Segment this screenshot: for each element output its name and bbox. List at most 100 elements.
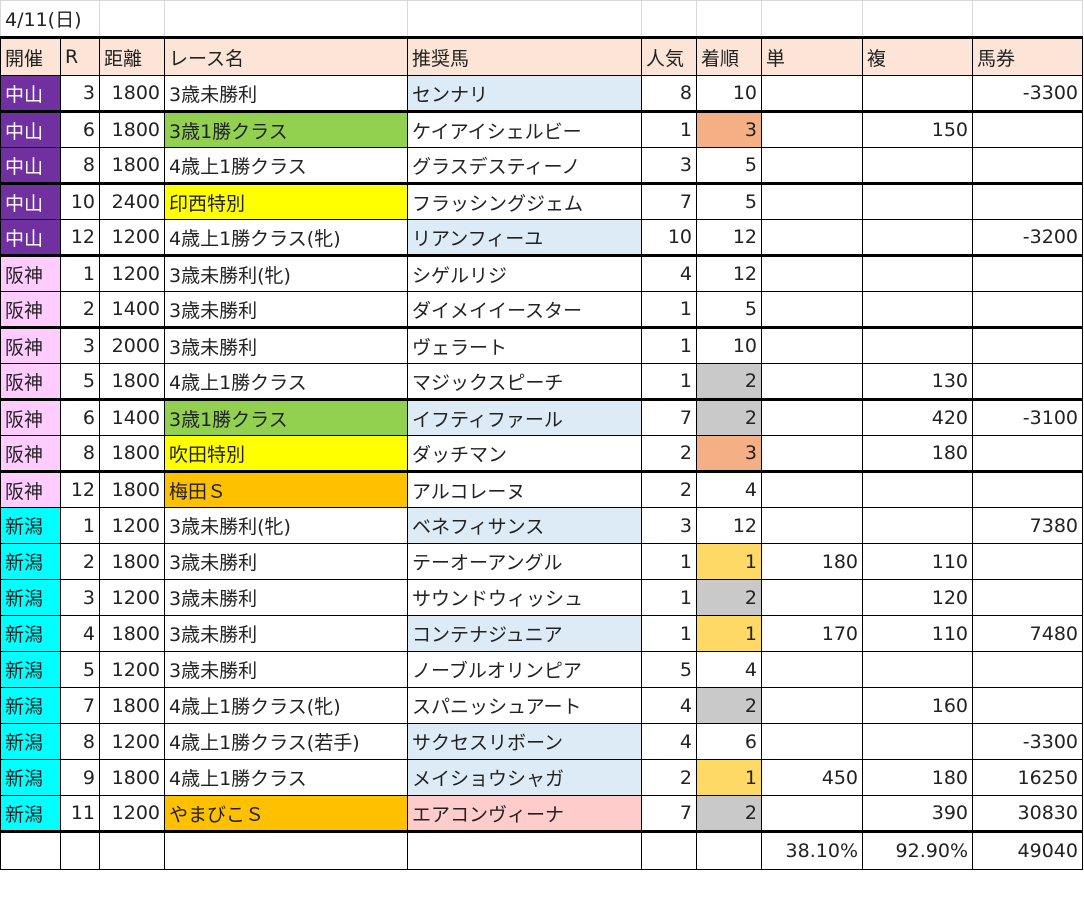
venue-cell[interactable]: 阪神 xyxy=(0,291,61,329)
place-cell[interactable]: 180 xyxy=(862,435,973,473)
win-cell[interactable] xyxy=(761,651,863,688)
popularity-cell[interactable]: 2 xyxy=(641,435,697,473)
place-cell[interactable] xyxy=(862,327,973,364)
finish-cell[interactable]: 4 xyxy=(696,651,762,688)
race-name-cell[interactable]: 3歳1勝クラス xyxy=(164,111,408,148)
popularity-cell[interactable]: 10 xyxy=(641,219,697,257)
win-cell[interactable] xyxy=(761,327,863,364)
popularity-cell[interactable]: 4 xyxy=(641,255,697,292)
venue-cell[interactable]: 中山 xyxy=(0,183,61,220)
place-cell[interactable]: 390 xyxy=(862,795,973,832)
place-cell[interactable]: 120 xyxy=(862,579,973,616)
race-cell[interactable]: 2 xyxy=(60,543,100,580)
ticket-cell[interactable]: -3100 xyxy=(972,399,1083,436)
distance-cell[interactable]: 1800 xyxy=(99,147,165,185)
popularity-cell[interactable]: 7 xyxy=(641,399,697,436)
place-cell[interactable] xyxy=(862,291,973,329)
horse-cell[interactable]: コンテナジュニア xyxy=(407,615,642,652)
place-cell[interactable] xyxy=(862,255,973,292)
header-finish[interactable]: 着順 xyxy=(696,36,762,76)
horse-cell[interactable]: ベネフィサンス xyxy=(407,507,642,544)
place-cell[interactable] xyxy=(862,183,973,220)
ticket-cell[interactable] xyxy=(972,111,1083,148)
ticket-cell[interactable] xyxy=(972,291,1083,329)
venue-cell[interactable]: 新潟 xyxy=(0,651,61,688)
place-cell[interactable] xyxy=(862,507,973,544)
distance-cell[interactable]: 1200 xyxy=(99,579,165,616)
win-cell[interactable] xyxy=(761,579,863,616)
venue-cell[interactable]: 阪神 xyxy=(0,399,61,436)
finish-cell[interactable]: 5 xyxy=(696,147,762,185)
distance-cell[interactable]: 1400 xyxy=(99,291,165,329)
distance-cell[interactable]: 1800 xyxy=(99,111,165,148)
horse-cell[interactable]: ヴェラート xyxy=(407,327,642,364)
cell[interactable] xyxy=(696,830,762,870)
race-name-cell[interactable]: 4歳上1勝クラス xyxy=(164,759,408,796)
race-cell[interactable]: 3 xyxy=(60,579,100,616)
venue-cell[interactable]: 新潟 xyxy=(0,795,61,832)
distance-cell[interactable]: 1800 xyxy=(99,543,165,580)
header-horse[interactable]: 推奨馬 xyxy=(407,36,642,76)
distance-cell[interactable]: 1800 xyxy=(99,435,165,473)
race-name-cell[interactable]: 3歳未勝利 xyxy=(164,651,408,688)
horse-cell[interactable]: メイショウシャガ xyxy=(407,759,642,796)
venue-cell[interactable]: 阪神 xyxy=(0,255,61,292)
popularity-cell[interactable]: 1 xyxy=(641,291,697,329)
horse-cell[interactable]: エアコンヴィーナ xyxy=(407,795,642,832)
horse-cell[interactable]: ノーブルオリンピア xyxy=(407,651,642,688)
venue-cell[interactable]: 新潟 xyxy=(0,615,61,652)
venue-cell[interactable]: 新潟 xyxy=(0,543,61,580)
horse-cell[interactable]: リアンフィーユ xyxy=(407,219,642,257)
win-cell[interactable] xyxy=(761,111,863,148)
venue-cell[interactable]: 阪神 xyxy=(0,363,61,401)
race-name-cell[interactable]: 4歳上1勝クラス(牝) xyxy=(164,687,408,724)
horse-cell[interactable]: ダッチマン xyxy=(407,435,642,473)
race-name-cell[interactable]: 3歳未勝利 xyxy=(164,327,408,364)
header-popularity[interactable]: 人気 xyxy=(641,36,697,76)
cell[interactable] xyxy=(99,830,165,870)
horse-cell[interactable]: テーオーアングル xyxy=(407,543,642,580)
place-cell[interactable] xyxy=(862,723,973,760)
venue-cell[interactable]: 中山 xyxy=(0,111,61,148)
ticket-cell[interactable]: 7480 xyxy=(972,615,1083,652)
win-cell[interactable] xyxy=(761,75,863,113)
finish-cell[interactable]: 2 xyxy=(696,363,762,401)
distance-cell[interactable]: 2400 xyxy=(99,183,165,220)
cell[interactable] xyxy=(164,830,408,870)
popularity-cell[interactable]: 1 xyxy=(641,363,697,401)
race-cell[interactable]: 9 xyxy=(60,759,100,796)
cell[interactable] xyxy=(407,0,642,38)
ticket-cell[interactable] xyxy=(972,471,1083,508)
place-cell[interactable]: 150 xyxy=(862,111,973,148)
race-name-cell[interactable]: 3歳未勝利 xyxy=(164,615,408,652)
distance-cell[interactable]: 1800 xyxy=(99,759,165,796)
finish-cell[interactable]: 2 xyxy=(696,399,762,436)
popularity-cell[interactable]: 3 xyxy=(641,507,697,544)
race-name-cell[interactable]: 3歳未勝利 xyxy=(164,579,408,616)
race-name-cell[interactable]: 4歳上1勝クラス xyxy=(164,147,408,185)
race-cell[interactable]: 1 xyxy=(60,507,100,544)
distance-cell[interactable]: 1200 xyxy=(99,795,165,832)
ticket-cell[interactable]: 30830 xyxy=(972,795,1083,832)
popularity-cell[interactable]: 4 xyxy=(641,723,697,760)
race-name-cell[interactable]: 印西特別 xyxy=(164,183,408,220)
race-cell[interactable]: 10 xyxy=(60,183,100,220)
ticket-total-cell[interactable]: 49040 xyxy=(972,830,1083,870)
horse-cell[interactable]: グラスデスティーノ xyxy=(407,147,642,185)
horse-cell[interactable]: ダイメイイースター xyxy=(407,291,642,329)
ticket-cell[interactable] xyxy=(972,651,1083,688)
ticket-cell[interactable] xyxy=(972,543,1083,580)
cell[interactable] xyxy=(99,0,165,38)
popularity-cell[interactable]: 1 xyxy=(641,111,697,148)
popularity-cell[interactable]: 4 xyxy=(641,687,697,724)
race-name-cell[interactable]: 3歳未勝利 xyxy=(164,291,408,329)
ticket-cell[interactable] xyxy=(972,687,1083,724)
win-cell[interactable] xyxy=(761,363,863,401)
finish-cell[interactable]: 3 xyxy=(696,111,762,148)
venue-cell[interactable]: 新潟 xyxy=(0,507,61,544)
race-name-cell[interactable]: 梅田Ｓ xyxy=(164,471,408,508)
cell[interactable] xyxy=(862,0,973,38)
race-cell[interactable]: 12 xyxy=(60,471,100,508)
cell[interactable] xyxy=(60,830,100,870)
place-cell[interactable]: 420 xyxy=(862,399,973,436)
